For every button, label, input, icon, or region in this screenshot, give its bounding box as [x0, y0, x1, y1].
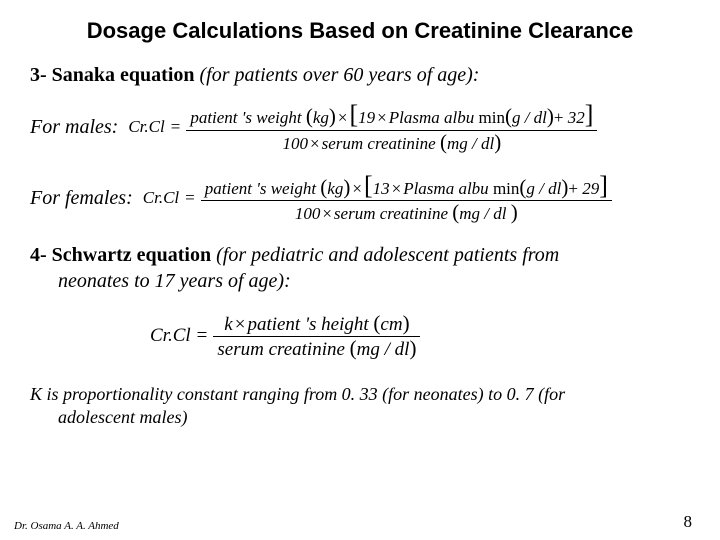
m-num-left: patient 's weight — [190, 108, 301, 127]
f-min: min — [493, 179, 519, 198]
male-lhs: Cr.Cl — [128, 118, 164, 137]
m-inner: 19 — [358, 108, 375, 127]
footer-author: Dr. Osama A. A. Ahmed — [14, 520, 119, 532]
m-den-prefix: 100 — [283, 134, 309, 153]
m-den-unit: mg / dl — [447, 134, 494, 153]
s-num-unit: cm — [380, 314, 402, 335]
s-num-a: k — [224, 314, 232, 335]
k-note: K is proportionality constant ranging fr… — [30, 383, 690, 428]
male-formula: Cr.Cl = patient 's weight (kg)×[19×Plasm… — [128, 101, 601, 154]
female-row: For females: Cr.Cl = patient 's weight (… — [30, 172, 690, 225]
sec3-num: 3- — [30, 64, 52, 86]
page-number: 8 — [684, 512, 693, 532]
schwartz-formula: Cr.Cl = k×patient 's height (cm) serum c… — [150, 312, 424, 361]
f-num-unit: kg — [327, 179, 343, 198]
female-label: For females: — [30, 187, 133, 210]
f-inner: 13 — [373, 179, 390, 198]
f-den-prefix: 100 — [295, 204, 321, 223]
female-formula: Cr.Cl = patient 's weight (kg)×[13×Plasm… — [143, 172, 616, 225]
s-den-unit: mg / dl — [357, 339, 410, 360]
female-lhs: Cr.Cl — [143, 189, 179, 208]
f-const: 29 — [582, 179, 599, 198]
m-const: 32 — [568, 108, 585, 127]
f-num-left: patient 's weight — [205, 179, 316, 198]
m-gdl: g / dl — [512, 108, 547, 127]
m-albu: Plasma albu — [389, 108, 474, 127]
f-gdl: g / dl — [526, 179, 561, 198]
k-note-l1: K is proportionality constant ranging fr… — [30, 383, 690, 406]
m-num-unit: kg — [313, 108, 329, 127]
s-num-b: patient 's height — [247, 314, 373, 335]
m-den-main: serum creatinine — [322, 134, 436, 153]
slide-title: Dosage Calculations Based on Creatinine … — [30, 18, 690, 44]
sec4-num: 4- — [30, 244, 52, 266]
male-label: For males: — [30, 116, 118, 139]
schwartz-heading: 4- Schwartz equation (for pediatric and … — [30, 242, 690, 294]
k-note-l2: adolescent males) — [30, 406, 690, 429]
f-den-main: serum creatinine — [334, 204, 452, 223]
schwartz-formula-row: Cr.Cl = k×patient 's height (cm) serum c… — [30, 312, 690, 361]
f-albu: Plasma albu — [403, 179, 488, 198]
sec3-qual: (for patients over 60 years of age): — [195, 64, 480, 86]
m-min: min — [479, 108, 505, 127]
s-lhs: Cr.Cl — [150, 326, 191, 347]
sec4-name: Schwartz equation — [52, 244, 211, 266]
sec4-qual-b: neonates to 17 years of age): — [30, 268, 291, 294]
male-row: For males: Cr.Cl = patient 's weight (kg… — [30, 101, 690, 154]
f-den-unit: mg / dl — [459, 204, 510, 223]
s-den-a: serum creatinine — [217, 339, 349, 360]
sec3-name: Sanaka equation — [52, 64, 195, 86]
sanaka-heading: 3- Sanaka equation (for patients over 60… — [30, 64, 690, 87]
sec4-qual-a: (for pediatric and adolescent patients f… — [211, 244, 559, 266]
